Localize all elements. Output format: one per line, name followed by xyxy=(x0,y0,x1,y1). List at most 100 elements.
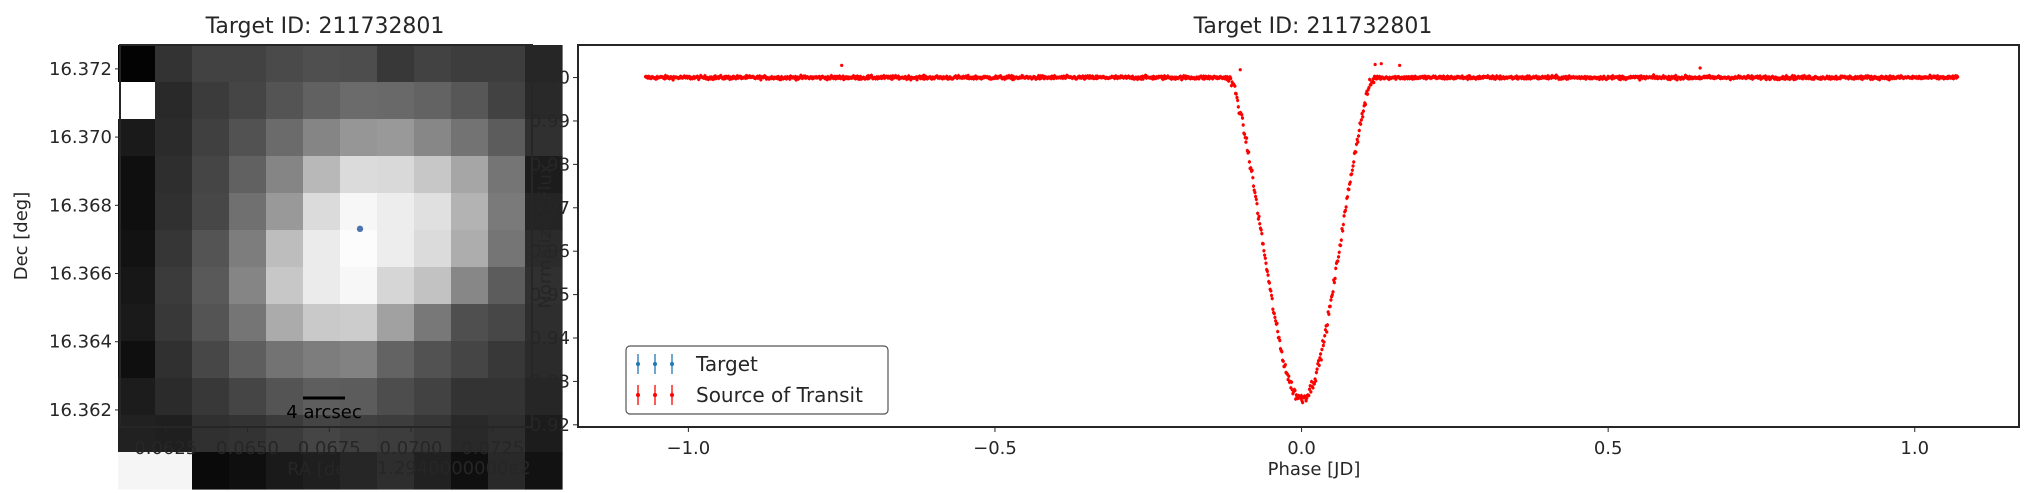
lightcurve-point xyxy=(1233,84,1237,88)
lightcurve-y-tick-label: 0.98 xyxy=(530,154,570,175)
lightcurve-point xyxy=(1328,304,1332,309)
image-pixel xyxy=(303,304,341,342)
image-pixel xyxy=(451,82,489,120)
lightcurve-ylabel: Normalized Flux xyxy=(535,163,556,309)
lightcurve-point xyxy=(1357,128,1361,133)
image-pixel xyxy=(229,378,267,416)
image-pixel xyxy=(414,452,452,490)
lightcurve-point xyxy=(1272,311,1276,316)
lightcurve-point xyxy=(1325,330,1329,334)
lightcurve-point xyxy=(1261,242,1265,246)
lightcurve-point xyxy=(1336,255,1341,259)
lightcurve-point xyxy=(1245,136,1249,140)
legend-marker-source-of-transit xyxy=(636,385,674,405)
lightcurve-point xyxy=(1262,249,1266,253)
image-pixel xyxy=(488,452,526,490)
image-pixel xyxy=(303,415,341,453)
image-pixel xyxy=(229,230,267,268)
legend-label-target: Target xyxy=(695,352,758,376)
image-pixel xyxy=(155,415,193,453)
legend-label-source-of-transit: Source of Transit xyxy=(696,383,863,407)
target-marker xyxy=(356,225,364,233)
image-pixel xyxy=(192,193,230,231)
image-pixel xyxy=(192,119,230,157)
lightcurve-point xyxy=(1321,343,1325,348)
image-pixel xyxy=(488,193,526,231)
image-pixel xyxy=(340,119,378,157)
image-pixel xyxy=(266,378,304,416)
lightcurve-point xyxy=(1348,180,1352,184)
lightcurve-x-tick-label: 0.0 xyxy=(1287,438,1316,459)
image-pixel xyxy=(229,82,267,120)
lightcurve-point xyxy=(1342,214,1346,218)
lightcurve-point xyxy=(1263,256,1267,260)
lightcurve-y-tick-label: 0.94 xyxy=(530,328,570,349)
image-pixel xyxy=(340,230,378,268)
image-pixel xyxy=(155,45,193,83)
image-pixel xyxy=(414,415,452,453)
image-pixel xyxy=(192,267,230,305)
legend-point xyxy=(670,362,674,366)
image-pixel xyxy=(266,119,304,157)
lightcurve-point xyxy=(1277,335,1281,340)
image-pixel xyxy=(451,304,489,342)
image-pixel xyxy=(155,156,193,194)
lightcurve-point xyxy=(1299,394,1303,398)
image-pixel xyxy=(192,341,230,379)
lightcurve-point xyxy=(1257,214,1261,219)
image-pixel xyxy=(414,119,452,157)
lightcurve-point xyxy=(1254,197,1258,202)
lightcurve-point xyxy=(1281,359,1285,363)
lightcurve-x-tick-label: 0.5 xyxy=(1594,438,1623,459)
lightcurve-point xyxy=(1235,95,1239,100)
lightcurve-point xyxy=(1253,190,1257,195)
image-y-tick-label: 16.370 xyxy=(49,127,112,148)
lightcurve-point xyxy=(1327,312,1331,316)
image-pixel xyxy=(451,341,489,379)
image-pixel xyxy=(377,452,415,490)
image-pixel xyxy=(488,82,526,120)
image-pixel xyxy=(266,267,304,305)
lightcurve-x-ticks: −1.0 −0.5 0.0 0.5 1.0 xyxy=(667,427,1929,459)
lightcurve-point xyxy=(1361,115,1365,119)
lightcurve-point xyxy=(1365,92,1370,96)
image-pixel xyxy=(451,378,489,416)
image-pixel xyxy=(118,341,156,379)
legend-marker-target xyxy=(636,354,674,374)
image-y-tick-label: 16.366 xyxy=(49,264,112,285)
lightcurve-point xyxy=(1360,112,1364,116)
lightcurve-point xyxy=(1236,98,1240,103)
lightcurve-point xyxy=(1229,76,1233,81)
lightcurve-point xyxy=(1319,358,1323,362)
image-pixel xyxy=(155,341,193,379)
lightcurve-x-tick-label: −1.0 xyxy=(667,438,711,459)
lightcurve-point xyxy=(1352,160,1356,164)
lightcurve-point xyxy=(1339,238,1343,242)
lightcurve-y-tick-label: 1.00 xyxy=(530,68,570,89)
image-pixel xyxy=(451,267,489,305)
lightcurve-y-tick-label: 0.96 xyxy=(530,241,570,262)
image-y-ticks: 16.362 16.364 16.366 16.368 16.370 16.372 xyxy=(49,59,120,421)
image-pixel xyxy=(340,45,378,83)
image-pixel xyxy=(377,378,415,416)
image-pixel xyxy=(451,45,489,83)
legend-point xyxy=(653,393,657,397)
image-pixel xyxy=(377,156,415,194)
image-pixel xyxy=(377,193,415,231)
image-pixel xyxy=(451,452,489,490)
image-pixel xyxy=(229,119,267,157)
lightcurve-point xyxy=(1240,113,1244,117)
image-pixel xyxy=(488,45,526,83)
image-pixel xyxy=(155,230,193,268)
lightcurve-point xyxy=(1250,168,1254,173)
lightcurve-y-ticks: 0.92 0.93 0.94 0.95 0.96 0.97 0.98 0.99 1.00 xyxy=(530,68,578,436)
lightcurve-point xyxy=(1241,123,1245,127)
image-pixel xyxy=(192,230,230,268)
lightcurve-point xyxy=(1356,140,1360,144)
lightcurve-point xyxy=(1336,259,1340,263)
image-pixel xyxy=(155,193,193,231)
lightcurve-x-tick-label: 1.0 xyxy=(1900,438,1929,459)
image-pixel xyxy=(155,304,193,342)
image-pixel xyxy=(488,119,526,157)
lightcurve-point xyxy=(1269,289,1273,293)
